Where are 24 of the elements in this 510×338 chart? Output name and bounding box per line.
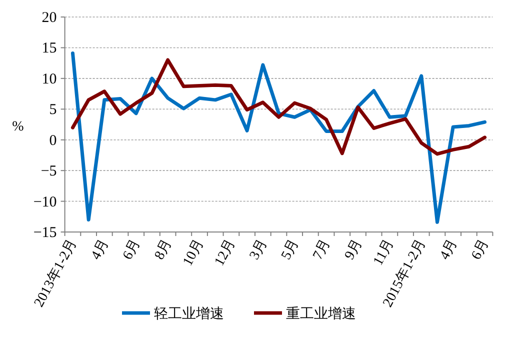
legend-label: 轻工业增速 bbox=[154, 306, 224, 322]
x-tick-label: 7月 bbox=[310, 236, 334, 262]
x-tick-label: 10月 bbox=[180, 236, 208, 269]
x-tick-label: 5月 bbox=[279, 236, 302, 262]
x-tick-label: 12月 bbox=[212, 236, 239, 269]
x-tick-label: 11月 bbox=[371, 236, 398, 268]
y-tick-label: 10 bbox=[42, 71, 57, 88]
x-tick-label: 3月 bbox=[247, 236, 270, 262]
x-tick-label: 6月 bbox=[120, 236, 144, 262]
x-tick-label: 6月 bbox=[469, 236, 492, 262]
y-tick-label: 5 bbox=[49, 102, 57, 118]
y-tick-label: −5 bbox=[40, 164, 57, 180]
y-tick-label: −10 bbox=[33, 194, 57, 210]
x-tick-label: 4月 bbox=[88, 236, 112, 262]
x-tick-label: 8月 bbox=[152, 236, 176, 262]
y-tick-label: 0 bbox=[49, 132, 57, 149]
line-series bbox=[70, 58, 487, 156]
y-tick-label: 15 bbox=[42, 40, 57, 57]
x-tick-label: 9月 bbox=[342, 236, 366, 262]
legend-label: 重工业增速 bbox=[286, 306, 356, 322]
x-tick-label: 4月 bbox=[438, 236, 461, 262]
y-tick-label: 20 bbox=[42, 10, 57, 26]
line-series bbox=[70, 51, 487, 224]
y-axis-title: % bbox=[12, 120, 24, 134]
